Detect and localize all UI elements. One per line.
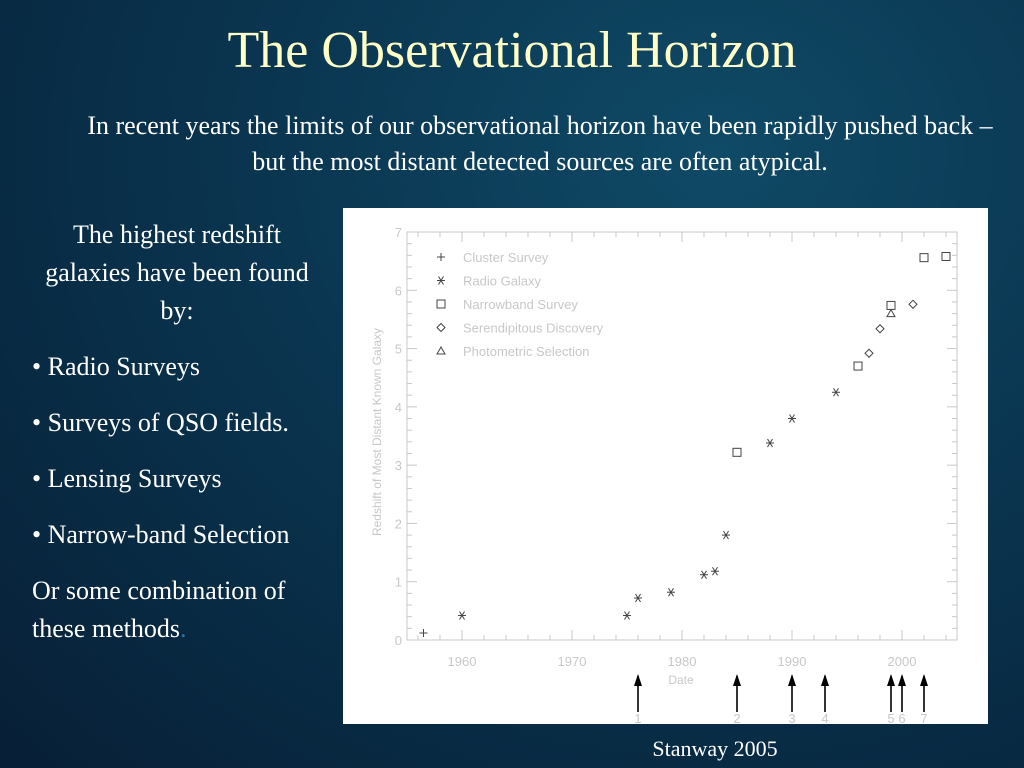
legend-entry: Cluster Survey: [463, 250, 549, 265]
x-tick-label: 1980: [668, 654, 697, 669]
methods-text: The highest redshift galaxies have been …: [32, 216, 322, 648]
annotation-arrowhead: [634, 674, 642, 686]
y-tick-label: 7: [395, 225, 402, 240]
slide-subtitle: In recent years the limits of our observ…: [87, 111, 993, 176]
annotation-arrowhead: [821, 674, 829, 686]
methods-outro-text: Or some combination of these methods: [32, 576, 286, 643]
data-point: [667, 587, 675, 597]
annotation-arrowhead: [898, 674, 906, 686]
legend-entry: Radio Galaxy: [463, 274, 542, 289]
data-point: [623, 611, 631, 620]
data-point: [722, 530, 730, 540]
data-point: [875, 324, 885, 334]
data-point: [732, 447, 742, 457]
annotation-label: 7: [920, 711, 927, 724]
data-point: [919, 253, 929, 263]
y-tick-label: 5: [395, 342, 402, 357]
data-point: [853, 361, 863, 371]
y-tick-label: 6: [395, 283, 402, 298]
data-point: [886, 308, 896, 318]
legend-marker: [437, 276, 445, 285]
data-point: [864, 348, 874, 358]
chart-panel: 1960 1970 1980 1990 2000 0 1 2 3 4 5 6 7 Cluster Sur…: [343, 208, 988, 724]
y-tick-label: 4: [395, 400, 402, 415]
data-point: [941, 251, 951, 261]
methods-outro-dot: .: [180, 614, 187, 643]
x-tick-label: 2000: [888, 654, 917, 669]
data-point: [788, 414, 796, 423]
bullet-radio-surveys: • Radio Surveys: [32, 352, 200, 381]
methods-outro: Or some combination of these methods.: [32, 572, 322, 648]
credit-text: Stanway 2005: [652, 736, 778, 761]
y-axis-label: Redshift of Most Distant Known Galaxy: [370, 328, 384, 536]
x-tick-label: 1960: [448, 654, 477, 669]
annotation-label: 4: [821, 711, 828, 724]
data-point: [419, 629, 428, 638]
annotation-label: 6: [898, 711, 905, 724]
x-tick-label: 1990: [778, 654, 807, 669]
data-point: [766, 438, 774, 448]
x-tick-label: 1970: [558, 654, 587, 669]
slide-title: The Observational Horizon: [227, 22, 797, 79]
data-point: [634, 593, 642, 603]
legend-entry: Serendipitous Discovery: [463, 321, 604, 336]
y-tick-label: 1: [395, 575, 402, 590]
annotation-arrowhead: [788, 674, 796, 686]
legend-entry: Narrowband Survey: [463, 297, 578, 312]
annotation-label: 1: [634, 711, 641, 724]
legend-marker: [437, 253, 445, 261]
legend-entry: Photometric Selection: [463, 344, 589, 359]
data-point: [458, 611, 466, 620]
annotation-label: 3: [788, 711, 795, 724]
bullet-lensing-surveys: • Lensing Surveys: [32, 464, 222, 493]
data-point: [908, 299, 918, 309]
legend-marker: [436, 322, 446, 333]
annotation-arrowhead: [887, 674, 895, 686]
annotation-label: 5: [887, 711, 894, 724]
data-point: [700, 570, 708, 579]
y-tick-label: 3: [395, 458, 402, 473]
methods-intro: The highest redshift galaxies have been …: [45, 220, 309, 325]
data-point: [832, 388, 840, 397]
data-point: [886, 300, 896, 310]
x-axis-label: Date: [668, 673, 694, 687]
plot-frame: [406, 231, 958, 641]
y-tick-label: 2: [395, 516, 402, 531]
annotation-label: 2: [733, 711, 740, 724]
bullet-narrow-band: • Narrow-band Selection: [32, 520, 290, 549]
annotation-arrowhead: [733, 674, 741, 686]
legend-marker: [436, 345, 446, 355]
bullet-qso-fields: • Surveys of QSO fields.: [32, 408, 289, 437]
y-tick-label: 0: [395, 633, 402, 648]
data-point: [711, 566, 719, 576]
annotation-arrowhead: [920, 674, 928, 686]
legend-marker: [436, 299, 446, 309]
